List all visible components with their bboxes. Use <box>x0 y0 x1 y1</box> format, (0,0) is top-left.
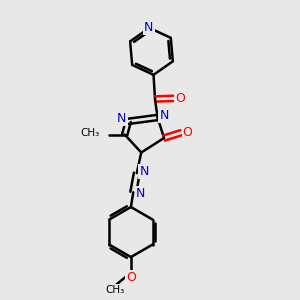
Text: N: N <box>140 165 149 178</box>
Text: O: O <box>183 126 193 139</box>
Text: N: N <box>144 21 154 34</box>
Text: CH₃: CH₃ <box>105 285 124 295</box>
Text: N: N <box>117 112 127 125</box>
Text: O: O <box>126 271 136 284</box>
Text: N: N <box>159 109 169 122</box>
Text: N: N <box>136 187 145 200</box>
Text: CH₃: CH₃ <box>80 128 99 138</box>
Text: O: O <box>175 92 185 105</box>
